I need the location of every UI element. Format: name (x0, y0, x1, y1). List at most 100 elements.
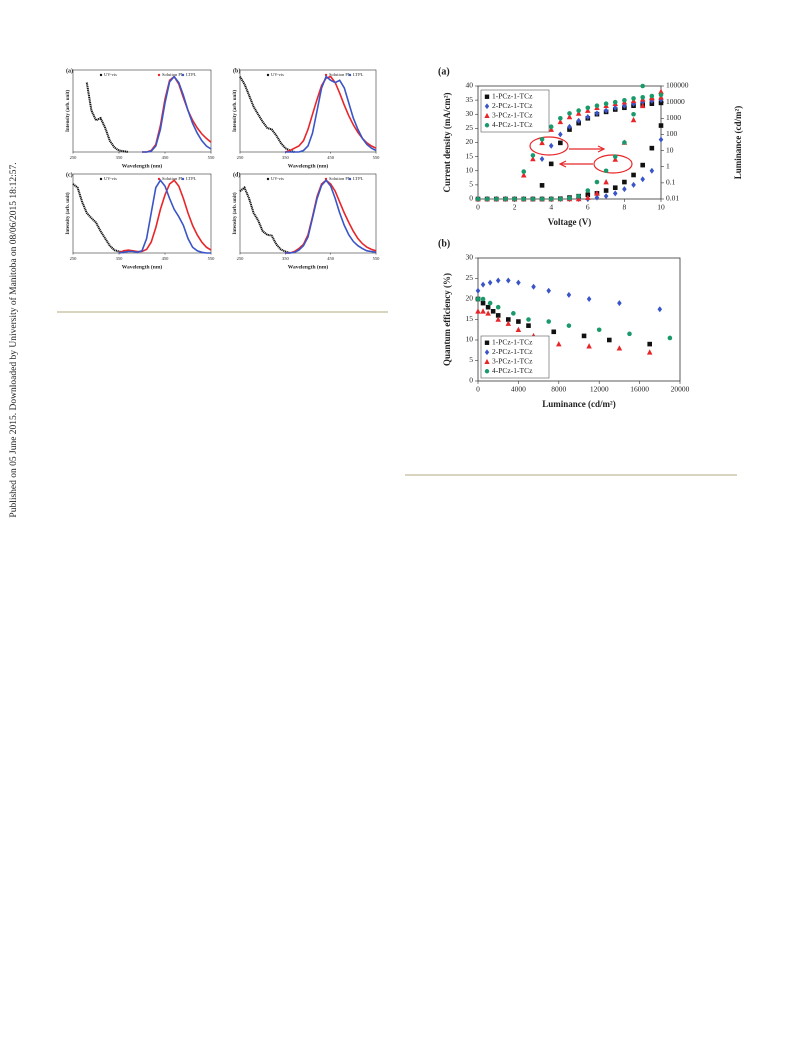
data-point (557, 118, 564, 125)
legend-marker (99, 177, 103, 181)
y-tick-label: 30 (466, 253, 474, 262)
y-tick-label: 15 (466, 151, 474, 160)
legend-label: Solution PL (162, 176, 184, 181)
data-point (631, 111, 636, 117)
data-point (640, 83, 645, 89)
data-point (594, 110, 600, 117)
data-point (594, 179, 600, 185)
legend-marker (324, 73, 328, 77)
y-tick-label: 10 (466, 335, 474, 344)
data-point (566, 114, 573, 120)
y-tick-label: 35 (466, 95, 474, 104)
panel-label: (d) (233, 171, 240, 178)
y-tick-label: 30 (466, 109, 474, 118)
x-axis-title: Wavelength (nm) (288, 263, 329, 270)
data-point (567, 195, 572, 201)
data-point (558, 115, 563, 121)
highlight-ellipse (593, 154, 633, 174)
data-point (658, 123, 664, 128)
data-point (484, 196, 490, 202)
legend-label: LTPL (186, 72, 197, 77)
panel-label: (c) (66, 171, 73, 178)
data-point (548, 161, 554, 167)
y2-tick-label: 0.1 (666, 178, 676, 187)
data-point (521, 196, 527, 202)
highlight-ellipse (529, 136, 569, 156)
data-point (631, 172, 636, 178)
x-tick-label: 350 (116, 256, 124, 261)
x-tick-label: 550 (208, 155, 216, 160)
y-tick-label: 15 (466, 314, 474, 323)
data-point (603, 107, 609, 114)
x-tick-label: 350 (282, 256, 290, 261)
legend-marker (324, 177, 328, 181)
data-point (630, 116, 637, 123)
data-point (558, 131, 563, 138)
data-point (515, 326, 522, 333)
data-point (585, 188, 591, 193)
data-point (516, 319, 521, 324)
data-point (505, 320, 512, 326)
data-point (495, 313, 501, 318)
data-point (657, 306, 663, 313)
x-tick-label: 350 (116, 155, 124, 160)
data-point (631, 181, 636, 188)
x-tick-label: 450 (162, 256, 170, 261)
data-point (551, 329, 557, 335)
data-point (585, 194, 591, 200)
data-point (603, 168, 609, 174)
spectrum-line (239, 76, 295, 153)
data-point (520, 172, 527, 178)
data-point (646, 349, 653, 355)
legend-label: 3-PCz-1-TCz (492, 356, 533, 365)
data-point (658, 96, 664, 103)
panel-label: (b) (233, 67, 240, 74)
data-point (603, 188, 609, 193)
y-axis-title: Intensity (arb. unit) (66, 90, 71, 132)
data-point (612, 104, 618, 111)
legend-label: 3-PCz-1-TCz (492, 110, 533, 119)
y-axis-title: Quantum efficiency (%) (442, 273, 452, 366)
spectrum-line (142, 75, 212, 153)
data-point (576, 117, 581, 124)
data-point (521, 169, 527, 174)
data-point (546, 319, 551, 324)
legend-marker (266, 177, 270, 181)
arrow-head (558, 160, 567, 168)
data-point (585, 107, 591, 113)
data-point (530, 196, 536, 202)
data-point (567, 123, 572, 130)
data-point (475, 296, 481, 302)
data-point (627, 331, 632, 337)
y-tick-label: 5 (469, 355, 473, 364)
data-point (586, 296, 592, 302)
x-tick-label: 450 (327, 155, 335, 160)
y-tick-label: 25 (466, 123, 474, 132)
data-point (575, 110, 582, 116)
x-tick-label: 350 (282, 155, 290, 160)
annotation (529, 136, 633, 174)
data-point (503, 196, 508, 202)
data-point (612, 99, 618, 105)
y-tick-label: 40 (466, 81, 474, 90)
data-point (594, 103, 600, 109)
x-axis-title: Wavelength (nm) (288, 162, 329, 169)
y-tick-label: 25 (466, 273, 474, 282)
x-tick-label: 250 (70, 256, 78, 261)
legend-box (480, 89, 550, 133)
y2-axis-title: Luminance (cd/m²) (733, 106, 743, 179)
x-tick-label: 2 (513, 203, 517, 212)
data-point (658, 92, 664, 98)
data-point (548, 124, 554, 130)
x-tick-label: 550 (373, 256, 381, 261)
data-point (530, 153, 536, 158)
data-point (487, 300, 493, 306)
legend-label: 4-PCz-1-TCz (492, 366, 533, 375)
y-axis-title: Intensity (arb. unit) (66, 192, 71, 234)
x-tick-label: 550 (373, 155, 381, 160)
data-point (495, 316, 501, 322)
y2-tick-label: 0.01 (666, 194, 679, 203)
legend-label: Solution PL (162, 72, 184, 77)
data-point (480, 296, 486, 302)
data-point (612, 185, 618, 190)
